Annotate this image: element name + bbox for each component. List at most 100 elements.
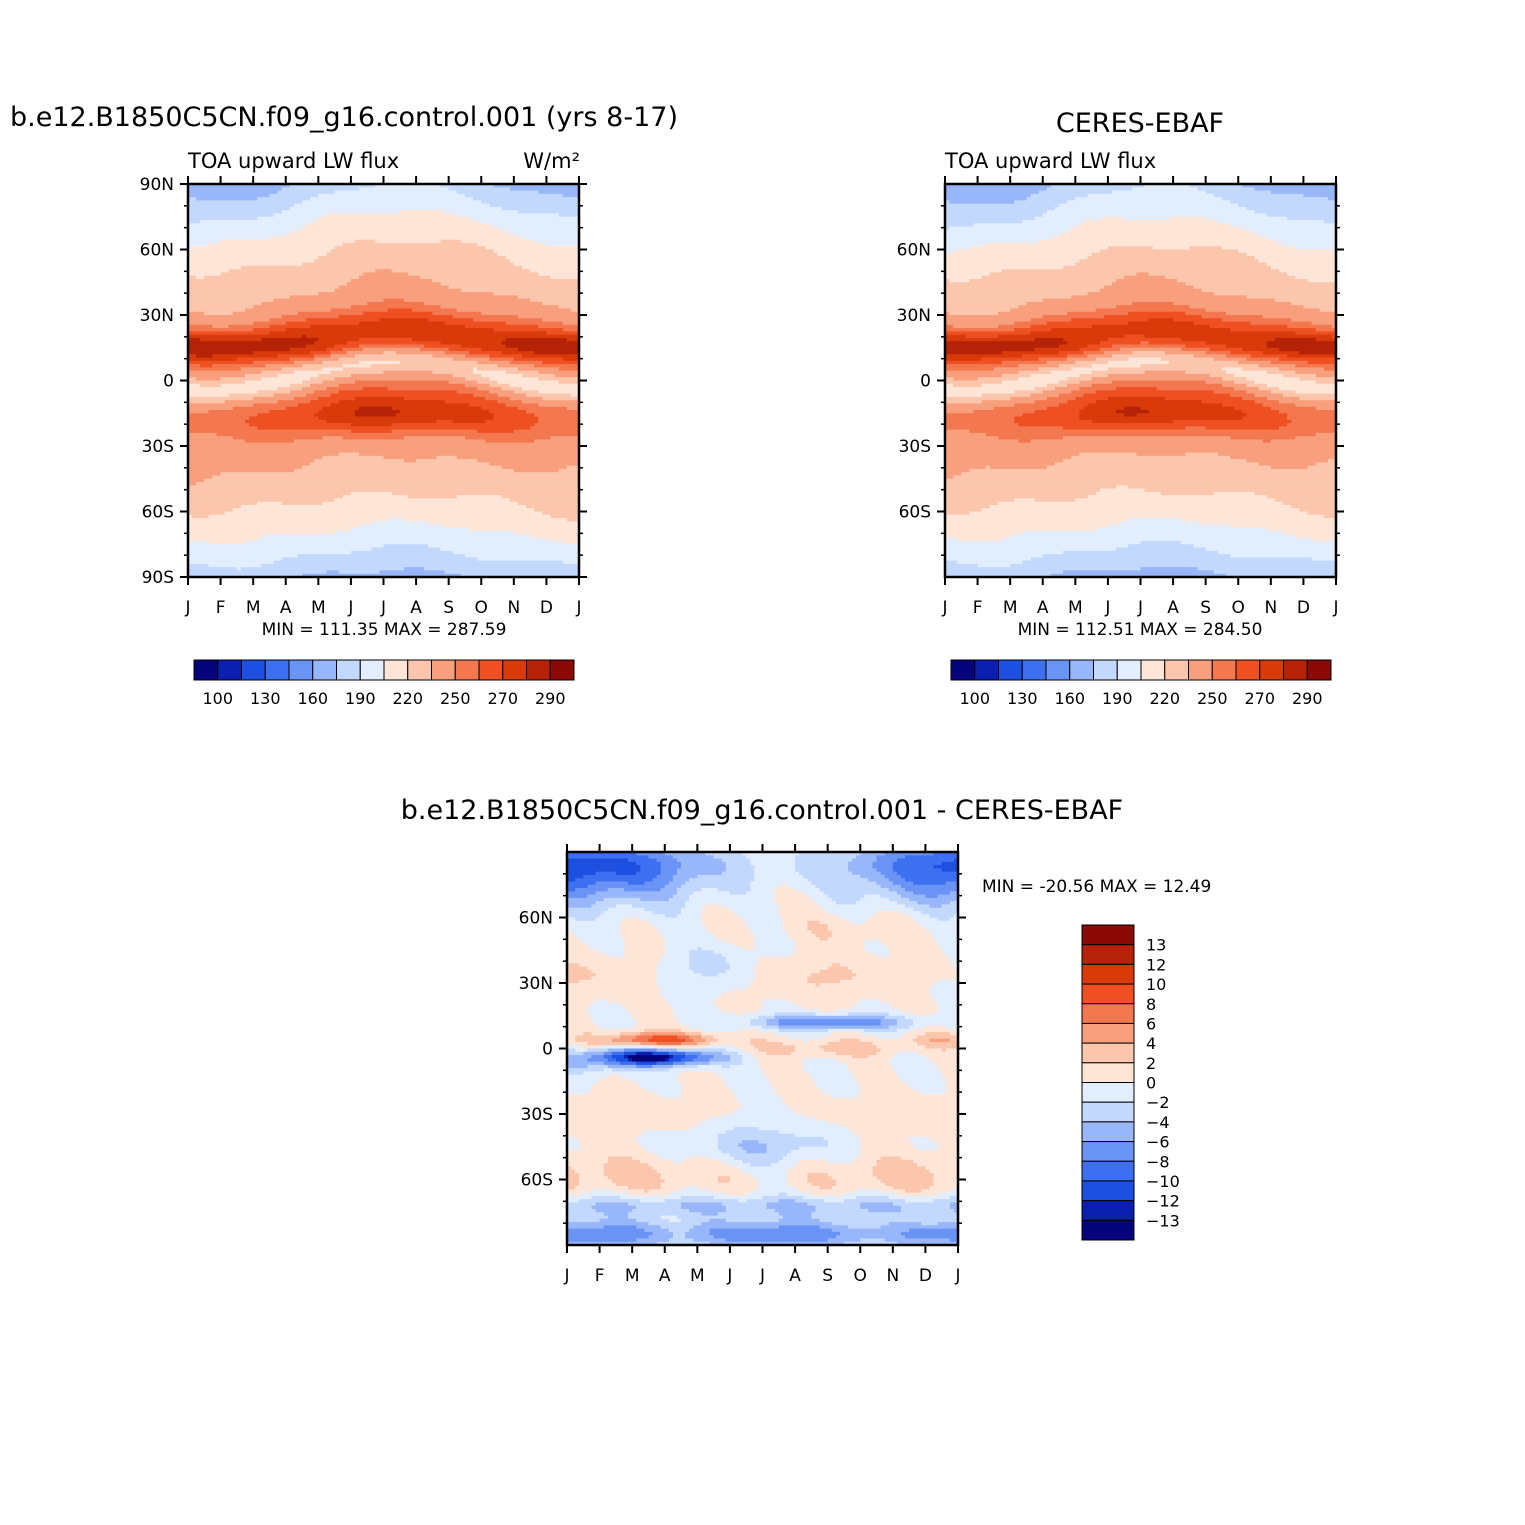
- field-cell: [485, 419, 539, 424]
- field-cell: [742, 1055, 755, 1059]
- field-cell: [188, 511, 226, 516]
- field-obs: [945, 184, 1336, 577]
- field-cell: [615, 871, 637, 876]
- field-cell: [587, 884, 666, 889]
- field-cell: [697, 1055, 715, 1059]
- field-cell: [188, 498, 336, 503]
- field-cell: [725, 956, 760, 961]
- field-cell: [1270, 390, 1296, 395]
- field-cell: [188, 459, 315, 463]
- field-cell: [1213, 292, 1336, 296]
- field-cell: [1087, 403, 1223, 408]
- field-cell: [281, 315, 340, 319]
- field-cell: [302, 465, 503, 470]
- field-cell: [346, 341, 442, 346]
- field-cell: [811, 1077, 857, 1082]
- field-cell: [354, 380, 450, 385]
- field-cell: [277, 400, 311, 405]
- field-cell: [925, 1055, 958, 1059]
- field-cell: [701, 907, 731, 912]
- field-cell: [945, 511, 971, 516]
- field-cell: [567, 1074, 609, 1079]
- field-cell: [896, 891, 914, 896]
- field-cell: [681, 1205, 727, 1210]
- field-cell: [624, 917, 641, 922]
- colorbar-label: 13: [1146, 936, 1166, 955]
- field-cell: [371, 547, 442, 552]
- field-cell: [758, 1028, 780, 1033]
- field-cell: [1209, 347, 1243, 352]
- field-cell: [981, 357, 1040, 362]
- panel-model-subtitle: TOA upward LW flux: [187, 149, 399, 173]
- field-cell: [725, 1084, 772, 1089]
- field-cell: [403, 567, 425, 572]
- field-cell: [1221, 383, 1247, 388]
- field-cell: [412, 337, 507, 342]
- field-cell: [945, 459, 1064, 463]
- field-cell: [778, 1028, 829, 1033]
- field-cell: [188, 446, 579, 450]
- field-cell: [599, 1077, 629, 1082]
- field-cell: [359, 321, 446, 326]
- field-cell: [827, 927, 927, 932]
- field-cell: [758, 1186, 796, 1190]
- field-cell: [188, 292, 319, 296]
- field-cell: [811, 1182, 837, 1187]
- field-cell: [1079, 380, 1113, 385]
- field-cell: [1087, 495, 1268, 500]
- field-cell: [575, 1048, 588, 1053]
- field-cell: [852, 1055, 869, 1059]
- field-cell: [501, 495, 579, 500]
- field-cell: [1087, 256, 1256, 260]
- colorbar-swatch: [478, 659, 504, 681]
- field-cell: [1103, 285, 1195, 290]
- field-cell: [607, 1064, 637, 1069]
- field-cell: [440, 341, 503, 346]
- field-cell: [644, 1028, 682, 1033]
- field-cell: [513, 390, 539, 395]
- field-cell: [603, 1166, 654, 1171]
- field-cell: [973, 223, 1081, 228]
- field-cell: [1079, 373, 1109, 378]
- field-cell: [933, 1061, 958, 1066]
- field-cell: [567, 1169, 576, 1174]
- field-cell: [1164, 275, 1296, 280]
- field-cell: [269, 236, 523, 241]
- colorbar-swatch: [502, 659, 527, 681]
- field-cell: [913, 1159, 958, 1164]
- field-cell: [1022, 413, 1081, 418]
- field-cell: [245, 439, 295, 444]
- field-cell: [697, 1186, 760, 1190]
- field-cell: [876, 1035, 902, 1040]
- field-cell: [363, 387, 389, 391]
- field-cell: [546, 537, 579, 542]
- field-cell: [1205, 190, 1272, 195]
- field-cell: [888, 878, 906, 883]
- field-cell: [754, 933, 788, 938]
- field-cell: [1038, 239, 1276, 244]
- field-cell: [261, 563, 579, 568]
- field-cell: [705, 927, 751, 932]
- field-cell: [676, 1077, 723, 1082]
- field-cell: [188, 305, 254, 310]
- field-cell: [742, 1169, 788, 1174]
- field-cell: [567, 1159, 609, 1164]
- field-cell: [542, 318, 579, 323]
- field-cell: [428, 521, 579, 526]
- field-cell: [188, 324, 214, 329]
- field-cell: [945, 570, 1064, 575]
- field-cell: [1014, 328, 1052, 332]
- field-cell: [945, 187, 1048, 192]
- field-cell: [888, 888, 906, 892]
- field-cell: [888, 1061, 935, 1066]
- field-cell: [925, 1032, 951, 1037]
- field-cell: [587, 1005, 625, 1010]
- field-cell: [188, 488, 579, 493]
- field-cell: [945, 527, 1097, 532]
- field-cell: [896, 1071, 943, 1076]
- field-cell: [884, 852, 935, 856]
- field-cell: [1067, 357, 1097, 362]
- x-tick-label: A: [1167, 598, 1179, 618]
- field-cell: [1099, 216, 1125, 221]
- field-cell: [900, 1205, 951, 1210]
